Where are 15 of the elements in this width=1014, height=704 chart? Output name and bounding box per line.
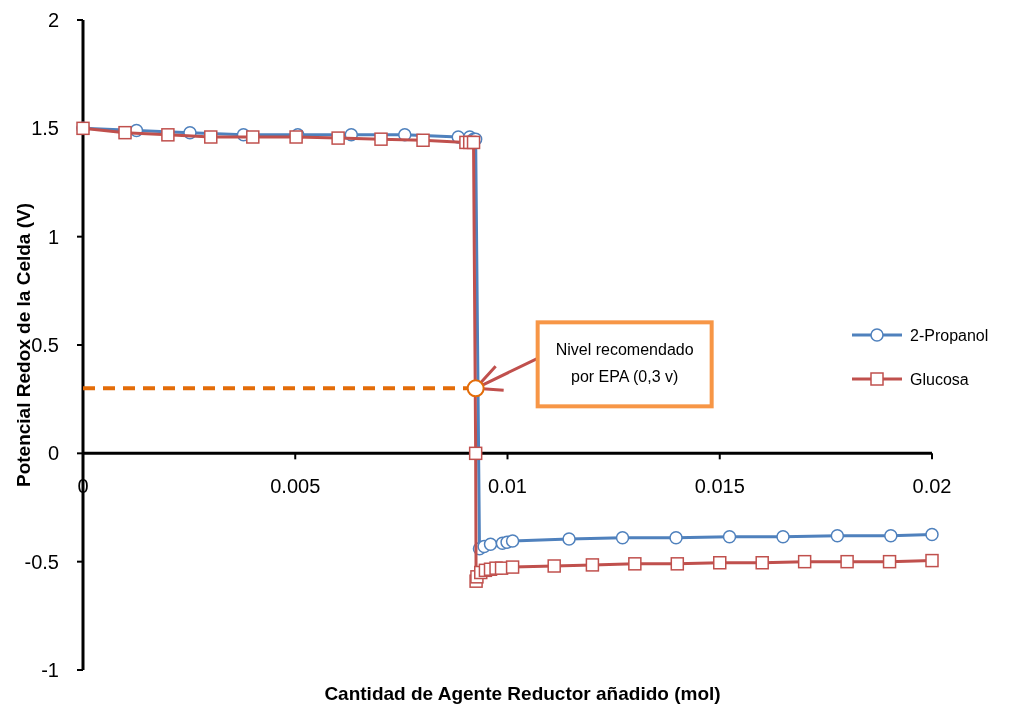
y-tick-label: 0.5 — [31, 334, 59, 356]
legend-label: 2-Propanol — [910, 326, 989, 344]
x-tick-label: 0.02 — [912, 475, 952, 498]
y-tick-label: 1 — [47, 225, 59, 248]
y-tick-label: -1 — [41, 659, 59, 681]
y-tick-label: 1.5 — [31, 117, 59, 140]
y-tick-label: -0.5 — [24, 550, 59, 573]
x-axis-title: Cantidad de Agente Reductor añadido (mol) — [324, 683, 721, 704]
x-tick-label: 0.01 — [488, 475, 527, 498]
y-tick-label: 0 — [47, 442, 59, 465]
legend-label: Glucosa — [910, 370, 969, 388]
x-tick-label: 0.015 — [694, 475, 745, 498]
x-tick-label: 0.005 — [270, 475, 321, 498]
annotation: Nivel recomendado por EPA (0,3 v) — [555, 341, 694, 386]
y-tick-label: 2 — [47, 9, 59, 31]
